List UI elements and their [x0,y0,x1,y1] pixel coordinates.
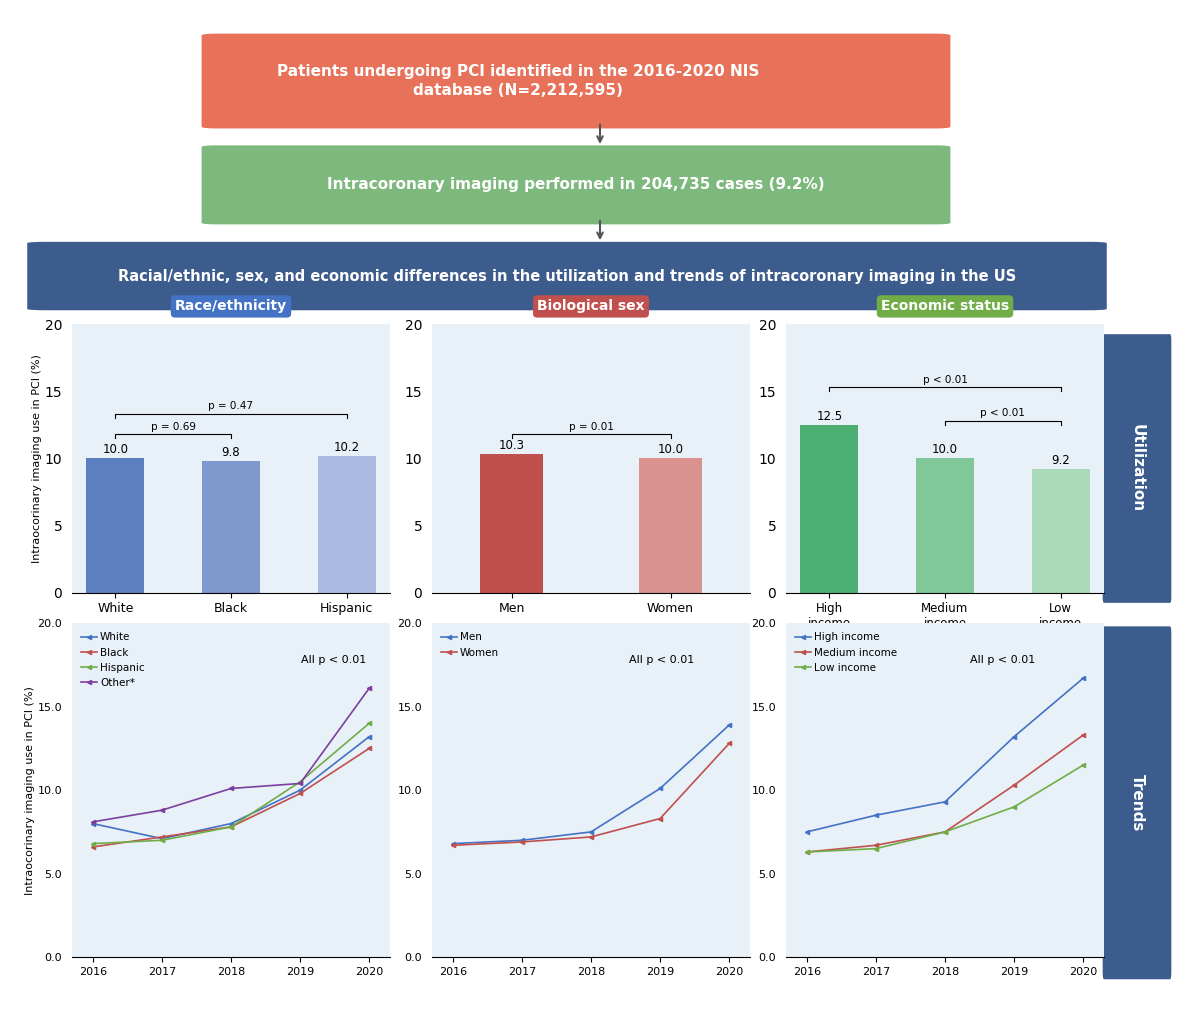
Women [722,737,737,750]
Text: Patients undergoing PCI identified in the 2016-2020 NIS
database (N=2,212,595): Patients undergoing PCI identified in th… [277,64,760,98]
Y-axis label: Intraocorinary imaging use in PCI (%): Intraocorinary imaging use in PCI (%) [32,354,42,563]
Low income [869,843,883,855]
Other* [224,782,239,794]
Hispanic [362,717,377,729]
Line: High income: High income [805,676,1085,834]
Other* [85,815,100,828]
Hispanic [224,821,239,833]
Men [722,719,737,731]
Medium income [938,826,953,838]
Text: Racial/ethnic, sex, and economic differences in the utilization and trends of in: Racial/ethnic, sex, and economic differe… [118,268,1016,284]
Black [224,821,239,833]
White [293,784,307,796]
Text: 9.2: 9.2 [1051,454,1070,467]
Black [293,787,307,799]
High income [938,796,953,808]
Men [584,826,599,838]
Text: 10.2: 10.2 [334,441,360,454]
Black [155,831,169,843]
Text: Utilization: Utilization [1129,424,1145,513]
High income [1076,672,1091,684]
Bar [800,424,858,593]
Low income [938,826,953,838]
Men [515,834,529,846]
Line: Women: Women [451,742,731,848]
Text: 10.3: 10.3 [498,440,524,453]
Hispanic [293,776,307,788]
Other* [155,804,169,816]
Line: Medium income: Medium income [805,732,1085,854]
Text: Biological sex: Biological sex [538,300,644,313]
Women [515,836,529,848]
High income [1007,730,1021,743]
Other* [293,777,307,789]
Text: 9.8: 9.8 [222,446,240,459]
Men [445,838,460,850]
Text: p = 0.47: p = 0.47 [209,401,253,411]
Text: All p < 0.01: All p < 0.01 [629,655,695,666]
Medium income [799,846,814,858]
Text: p = 0.69: p = 0.69 [151,421,196,432]
FancyBboxPatch shape [202,33,950,129]
Women [445,839,460,851]
Medium income [1076,729,1091,742]
Text: All p < 0.01: All p < 0.01 [301,655,366,666]
Bar [86,458,144,593]
Text: 10.0: 10.0 [658,444,684,457]
FancyBboxPatch shape [28,242,1106,310]
Medium income [1007,779,1021,791]
Legend: High income, Medium income, Low income: High income, Medium income, Low income [791,628,901,677]
Line: Low income: Low income [805,763,1085,854]
High income [869,809,883,822]
White [85,817,100,830]
Low income [1076,759,1091,771]
Hispanic [155,834,169,846]
Legend: Men, Women: Men, Women [437,628,504,661]
Text: Race/ethnicity: Race/ethnicity [175,300,287,313]
Text: 10.0: 10.0 [932,444,958,457]
Low income [1007,800,1021,812]
Bar [638,458,702,593]
Black [85,841,100,853]
White [362,730,377,743]
Bar [318,456,376,593]
Text: p < 0.01: p < 0.01 [923,375,967,385]
Line: Hispanic: Hispanic [91,721,371,846]
Black [362,743,377,755]
Text: 12.5: 12.5 [816,410,842,422]
High income [799,826,814,838]
FancyBboxPatch shape [202,145,950,224]
Women [584,831,599,843]
Bar [916,458,974,593]
Hispanic [85,838,100,850]
FancyBboxPatch shape [1103,334,1171,603]
Text: Intracoronary imaging performed in 204,735 cases (9.2%): Intracoronary imaging performed in 204,7… [328,177,824,192]
Text: p < 0.01: p < 0.01 [980,408,1025,418]
Men [653,782,667,794]
Line: Men: Men [451,723,731,846]
Bar [202,461,260,593]
Text: All p < 0.01: All p < 0.01 [971,655,1036,666]
Text: Economic status: Economic status [881,300,1009,313]
Text: Trends: Trends [1129,774,1145,832]
Low income [799,846,814,858]
Y-axis label: Intraocorinary imaging use in PCI (%): Intraocorinary imaging use in PCI (%) [25,686,35,894]
Legend: White, Black, Hispanic, Other*: White, Black, Hispanic, Other* [77,628,149,692]
Bar [1032,469,1090,593]
White [224,817,239,830]
Text: 10.0: 10.0 [102,444,128,457]
Other* [362,682,377,694]
Line: Black: Black [91,747,371,849]
FancyBboxPatch shape [1103,626,1171,980]
Line: White: White [91,734,371,841]
Bar [480,455,544,593]
Women [653,812,667,825]
White [155,833,169,845]
Line: Other*: Other* [91,686,371,824]
Text: p = 0.01: p = 0.01 [569,421,613,432]
Medium income [869,839,883,851]
